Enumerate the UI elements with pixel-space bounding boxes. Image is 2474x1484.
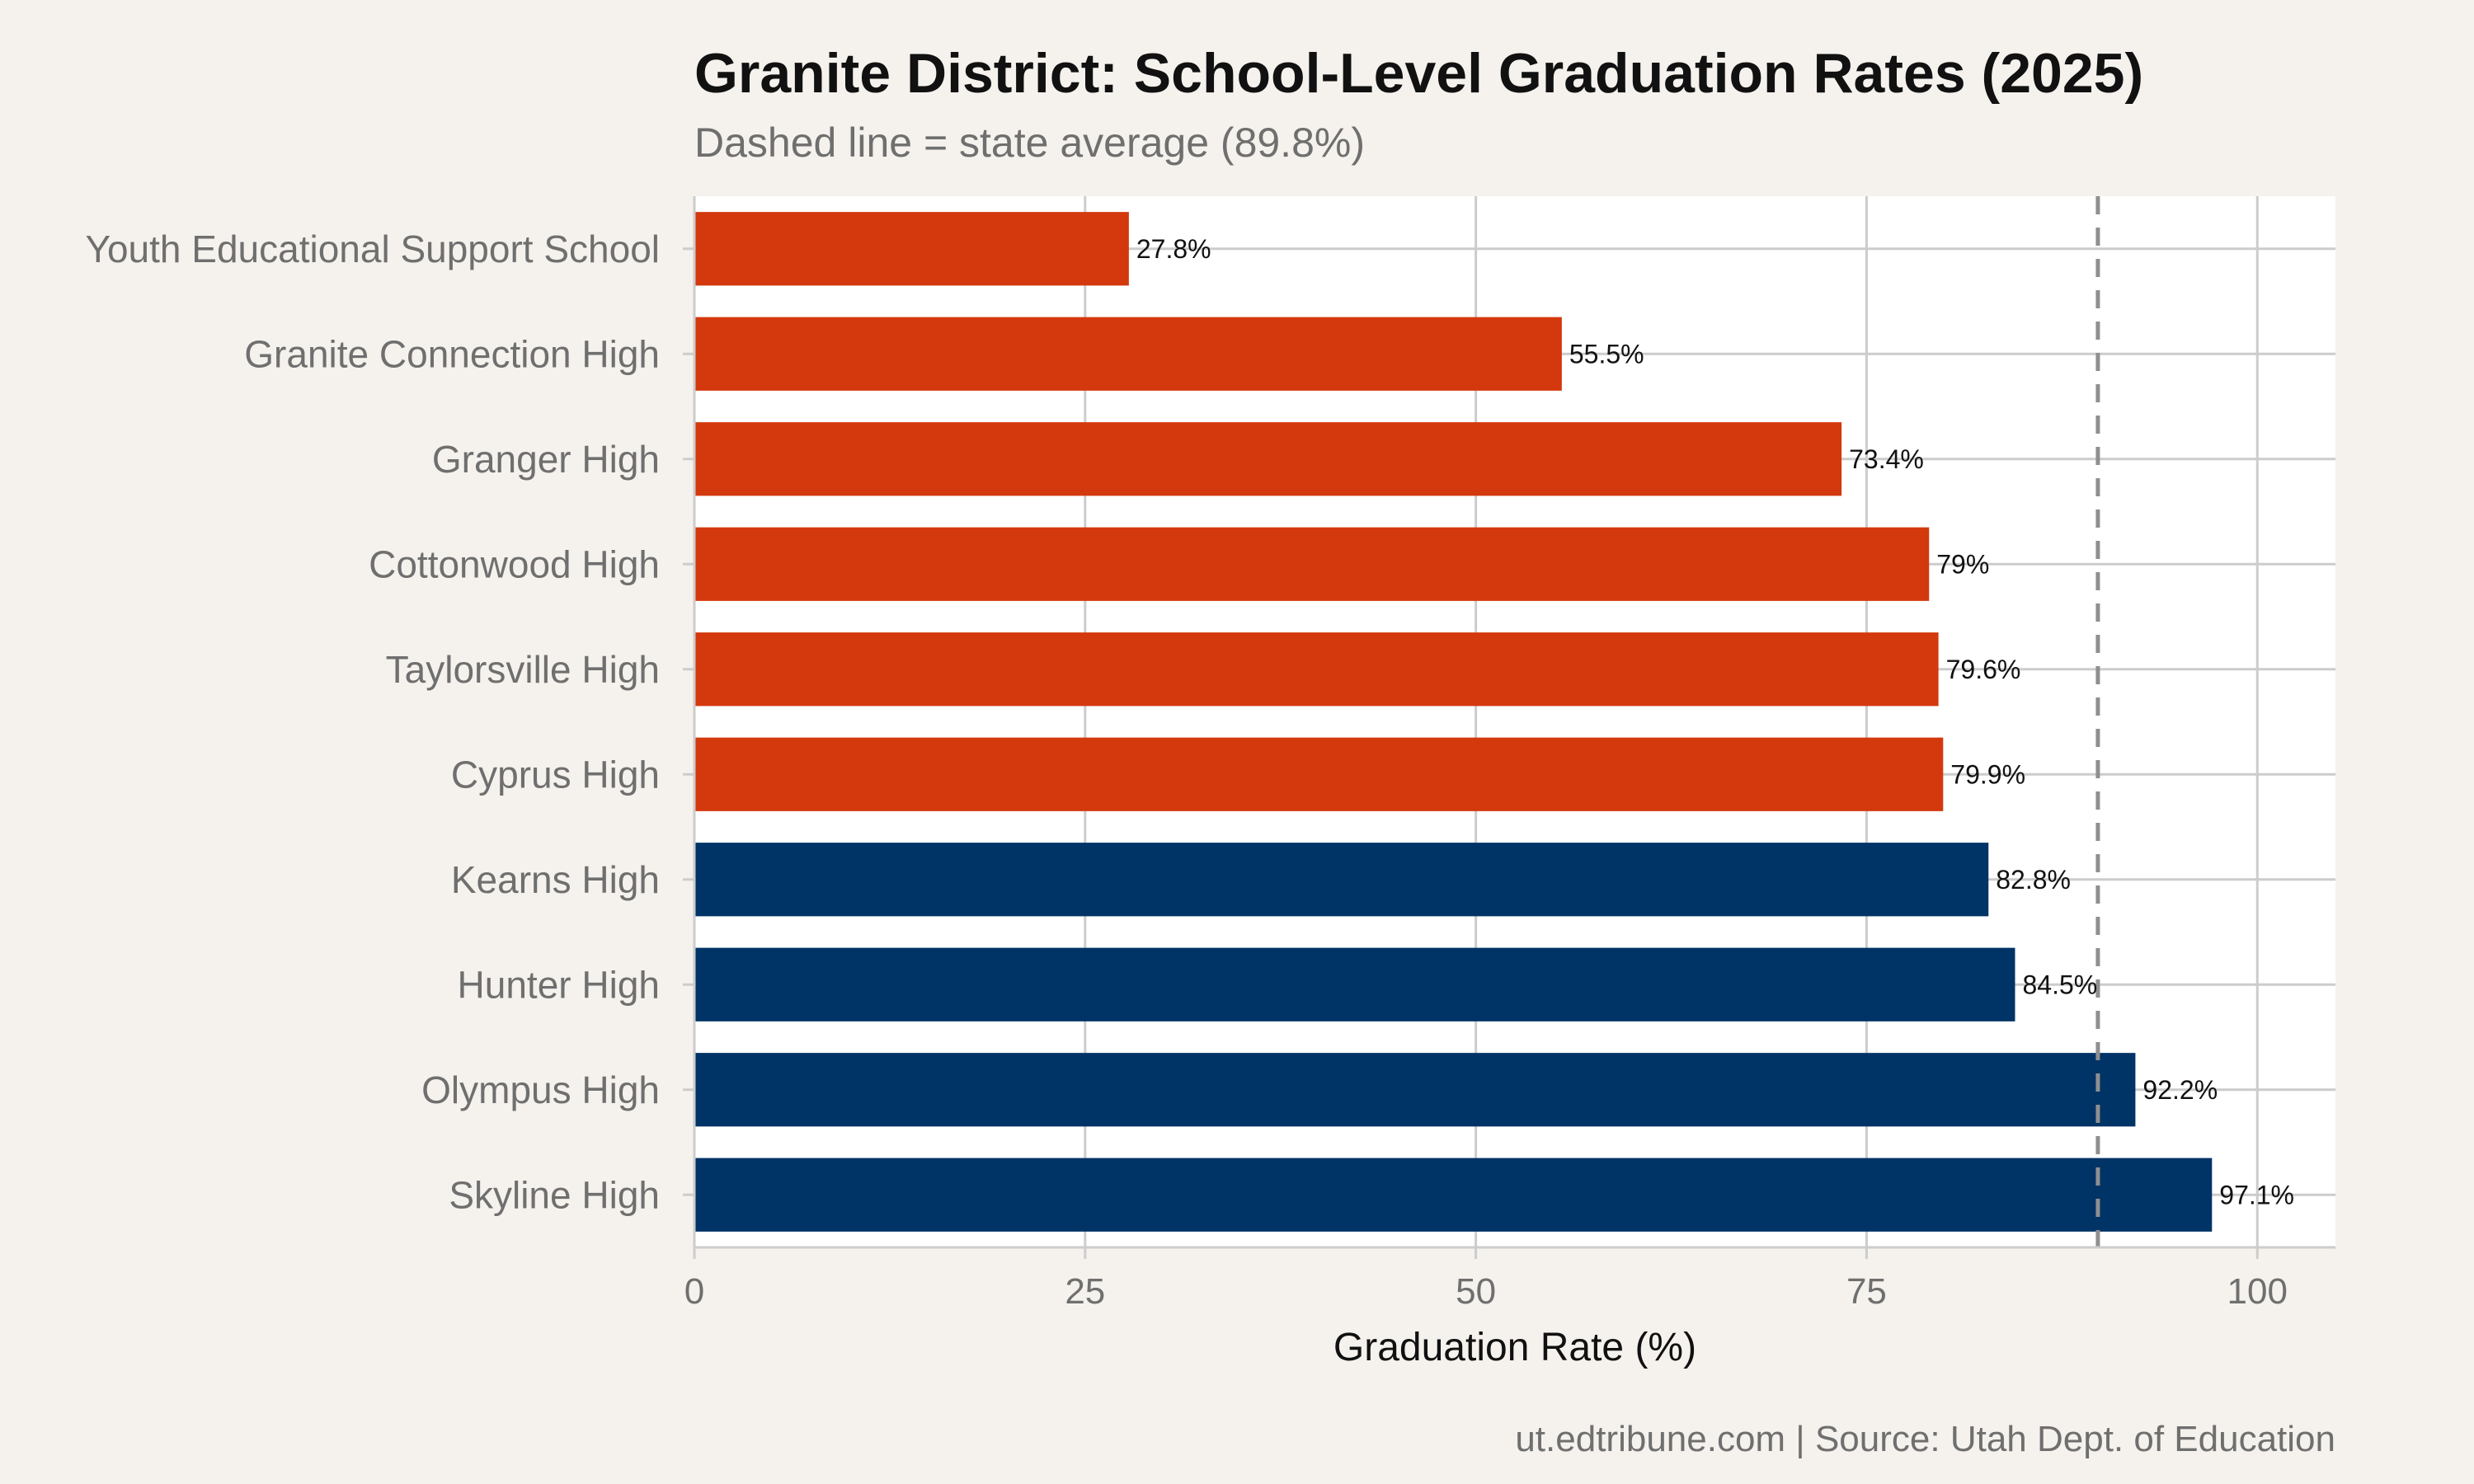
category-label: Cottonwood High bbox=[369, 542, 660, 585]
bar bbox=[694, 527, 1930, 601]
bar bbox=[694, 737, 1944, 811]
value-label: 79.6% bbox=[1946, 655, 2021, 684]
bar bbox=[694, 317, 1562, 391]
category-label: Skyline High bbox=[449, 1173, 660, 1216]
bar bbox=[694, 947, 2015, 1021]
bar bbox=[694, 422, 1842, 496]
chart-subtitle: Dashed line = state average (89.8%) bbox=[694, 120, 1365, 166]
value-label: 97.1% bbox=[2219, 1180, 2294, 1209]
category-label: Kearns High bbox=[451, 858, 660, 901]
category-label: Youth Educational Support School bbox=[86, 228, 661, 270]
value-label: 82.8% bbox=[1996, 865, 2071, 895]
category-label: Hunter High bbox=[458, 963, 660, 1006]
value-label: 27.8% bbox=[1136, 234, 1211, 264]
bar bbox=[694, 1053, 2136, 1127]
category-labels: Youth Educational Support School Granite … bbox=[86, 228, 694, 1216]
bar bbox=[694, 1158, 2213, 1232]
x-tick-label: 75 bbox=[1846, 1271, 1887, 1312]
bars bbox=[694, 212, 2213, 1232]
bar bbox=[694, 632, 1939, 707]
chart-title: Granite District: School-Level Graduatio… bbox=[694, 42, 2143, 105]
category-label: Taylorsville High bbox=[386, 648, 660, 691]
bar bbox=[694, 212, 1129, 286]
x-axis-title: Graduation Rate (%) bbox=[1333, 1326, 1696, 1369]
category-label: Cyprus High bbox=[451, 753, 660, 796]
value-label: 55.5% bbox=[1569, 339, 1644, 369]
value-labels: 27.8% 55.5% 73.4% 79% 79.6% 79.9% 82.8% 84.5% 92… bbox=[1136, 234, 2294, 1210]
x-tick-label: 25 bbox=[1065, 1271, 1105, 1312]
value-label: 73.4% bbox=[1849, 444, 1924, 474]
x-tick-label: 0 bbox=[684, 1271, 704, 1312]
value-label: 79% bbox=[1936, 549, 1989, 579]
value-label: 92.2% bbox=[2142, 1075, 2218, 1105]
category-label: Granite Connection High bbox=[244, 332, 660, 375]
category-label: Olympus High bbox=[421, 1068, 660, 1111]
x-axis: 0 25 50 75 100 bbox=[684, 196, 2335, 1312]
category-label: Granger High bbox=[432, 438, 660, 481]
bar bbox=[694, 843, 1989, 917]
x-tick-label: 50 bbox=[1456, 1271, 1496, 1312]
value-label: 84.5% bbox=[2022, 970, 2097, 999]
source-caption: ut.edtribune.com | Source: Utah Dept. of… bbox=[1515, 1419, 2335, 1459]
value-label: 79.9% bbox=[1950, 759, 2025, 789]
x-tick-label: 100 bbox=[2227, 1271, 2288, 1312]
